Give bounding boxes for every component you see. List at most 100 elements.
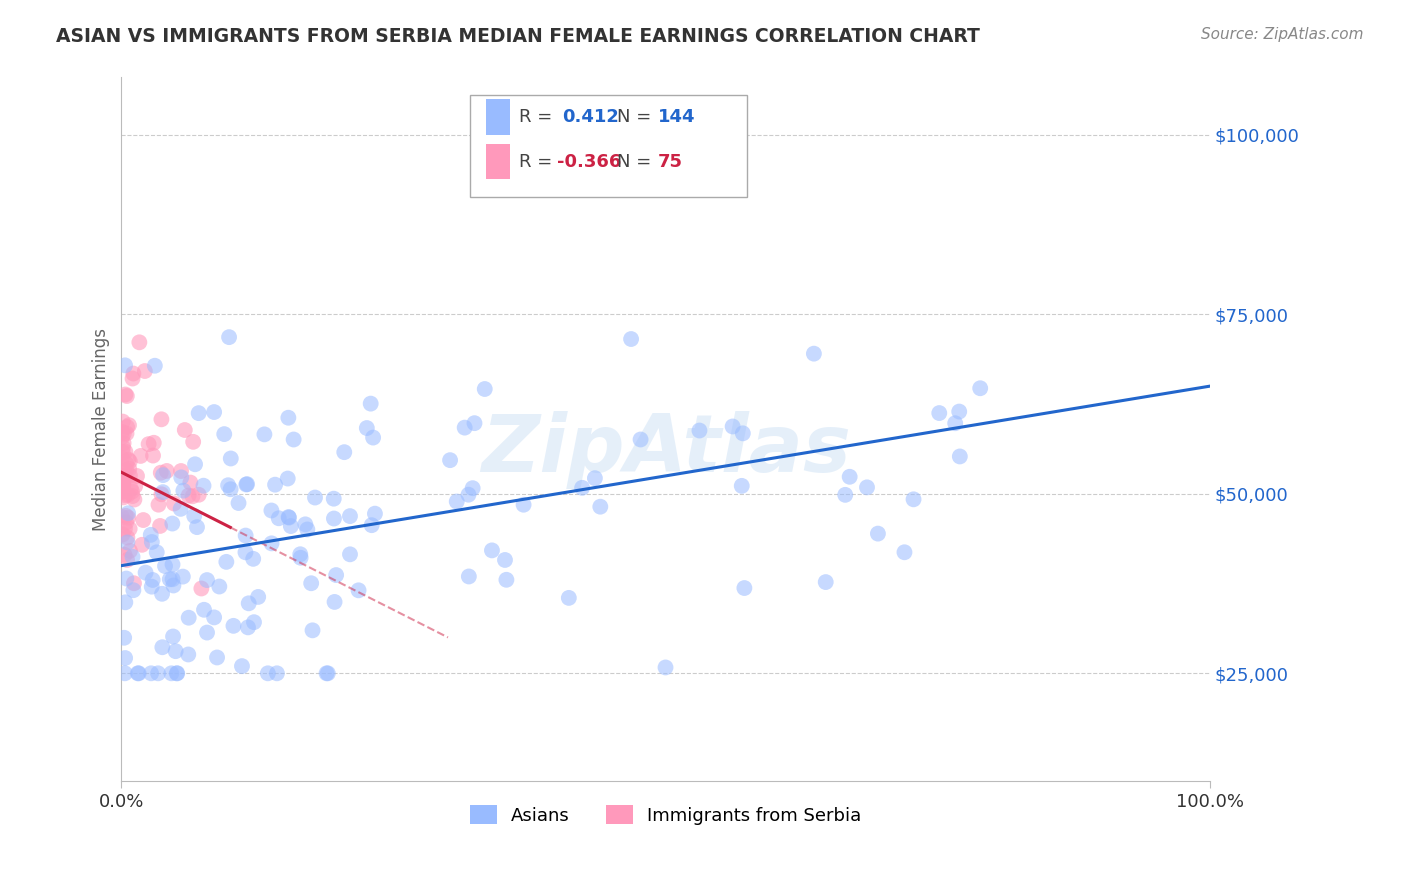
Point [170, 464, 193, 478]
Point [583, 471, 606, 485]
Text: ZipAtlas: ZipAtlas [481, 411, 851, 490]
Point [152, 468, 174, 483]
Point [457, 488, 479, 502]
Point [117, 506, 139, 520]
Point [114, 508, 136, 523]
Point [803, 346, 825, 360]
Point [152, 485, 174, 500]
Point [122, 576, 145, 591]
Point [115, 572, 138, 586]
Point [149, 466, 172, 480]
Point [325, 568, 347, 582]
Point [654, 660, 676, 674]
Point [814, 575, 837, 590]
Point [218, 330, 240, 344]
Point [474, 382, 496, 396]
Point [297, 523, 319, 537]
Point [139, 666, 162, 681]
Point [143, 359, 166, 373]
Point [114, 666, 136, 681]
Point [112, 468, 135, 483]
Point [461, 481, 484, 495]
Point [122, 367, 145, 381]
Bar [486, 100, 510, 135]
Point [142, 435, 165, 450]
Point [111, 510, 134, 524]
Point [236, 477, 259, 491]
Point [195, 625, 218, 640]
Point [733, 581, 755, 595]
Point [172, 483, 194, 498]
Point [162, 516, 184, 531]
Point [114, 488, 136, 502]
Point [948, 404, 970, 418]
Point [495, 573, 517, 587]
Point [943, 416, 966, 430]
Text: 75: 75 [658, 153, 683, 170]
Point [162, 578, 184, 592]
Point [323, 595, 346, 609]
Point [111, 415, 134, 429]
Point [150, 412, 173, 426]
Point [112, 491, 135, 505]
Bar [486, 145, 510, 179]
Point [121, 484, 143, 499]
Point [111, 425, 134, 439]
Point [128, 335, 150, 350]
Point [115, 553, 138, 567]
Point [125, 469, 148, 483]
Point [903, 492, 925, 507]
Point [111, 484, 134, 499]
Point [360, 396, 382, 410]
Point [115, 516, 138, 530]
FancyBboxPatch shape [470, 95, 748, 197]
Point [339, 509, 361, 524]
Point [290, 547, 312, 561]
Point [184, 457, 207, 471]
Point [149, 519, 172, 533]
Y-axis label: Median Female Earnings: Median Female Earnings [93, 327, 110, 531]
Point [150, 587, 173, 601]
Point [111, 451, 134, 466]
Point [969, 381, 991, 395]
Point [159, 572, 181, 586]
Point [446, 494, 468, 508]
Point [190, 582, 212, 596]
Point [142, 449, 165, 463]
Point [333, 445, 356, 459]
Point [235, 477, 257, 491]
Point [173, 423, 195, 437]
Point [112, 436, 135, 450]
Point [260, 536, 283, 550]
Point [114, 466, 136, 480]
Point [360, 518, 382, 533]
Point [589, 500, 612, 514]
Point [257, 666, 280, 681]
Point [114, 651, 136, 665]
Point [128, 666, 150, 681]
Point [127, 666, 149, 681]
Point [111, 430, 134, 444]
Point [439, 453, 461, 467]
Point [834, 488, 856, 502]
Point [267, 511, 290, 525]
Point [138, 437, 160, 451]
Point [111, 440, 134, 454]
Point [112, 426, 135, 441]
Point [193, 603, 215, 617]
Point [118, 454, 141, 468]
Point [205, 650, 228, 665]
Text: N =: N = [617, 108, 657, 126]
Point [202, 610, 225, 624]
Point [117, 452, 139, 467]
Point [231, 659, 253, 673]
Point [121, 489, 143, 503]
Point [453, 420, 475, 434]
Point [146, 666, 169, 681]
Point [165, 644, 187, 658]
Point [266, 666, 288, 681]
Point [731, 426, 754, 441]
Point [277, 510, 299, 524]
Point [339, 547, 361, 561]
Point [177, 610, 200, 624]
